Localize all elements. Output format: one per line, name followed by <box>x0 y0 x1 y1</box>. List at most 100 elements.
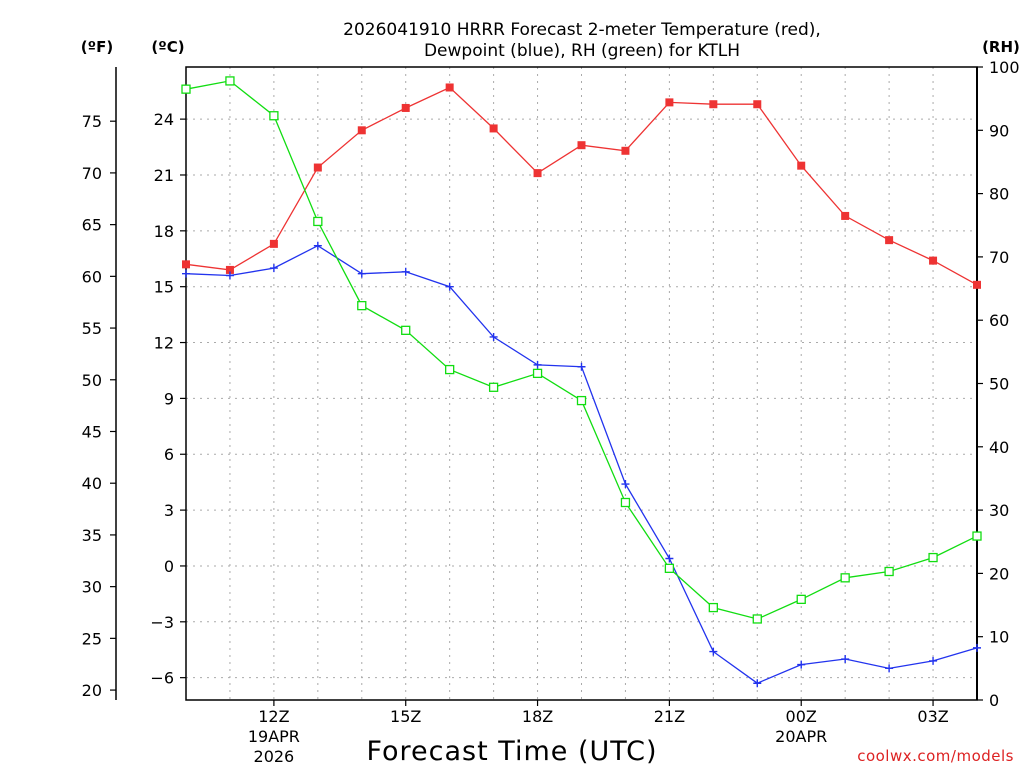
fahrenheit-tick-label: 65 <box>82 216 102 235</box>
dewpoint-point <box>621 480 630 489</box>
rh-point <box>708 602 718 613</box>
dewpoint-point <box>313 241 322 250</box>
fahrenheit-tick-label: 60 <box>82 267 102 286</box>
rh-point <box>357 300 367 311</box>
rh-point <box>225 76 235 86</box>
temperature-point <box>753 100 762 109</box>
celsius-tick-label: 21 <box>154 166 174 185</box>
dewpoint-point <box>973 643 981 652</box>
celsius-unit-label: (ºC) <box>151 38 184 56</box>
x-axis-label: Forecast Time (UTC) <box>366 736 657 767</box>
fahrenheit-tick-label: 45 <box>82 422 102 441</box>
fahrenheit-tick-label: 50 <box>82 371 102 390</box>
tick-labels: 75706560555045403530252024211815129630−3… <box>82 58 1020 766</box>
credit-text: coolwx.com/models <box>857 747 1014 765</box>
dewpoint-point <box>489 332 498 341</box>
temperature-point <box>973 280 981 289</box>
temperature-point <box>797 161 806 170</box>
x-tick-label: 18Z <box>522 707 553 726</box>
dewpoint-point <box>885 664 894 673</box>
rh-point <box>620 497 631 508</box>
celsius-tick-label: 24 <box>154 110 174 129</box>
temperature-point <box>929 256 938 265</box>
rh-point <box>532 368 543 379</box>
fahrenheit-tick-label: 35 <box>82 526 102 545</box>
fahrenheit-tick-label: 75 <box>82 112 102 131</box>
temperature-point <box>577 141 586 150</box>
rh-point <box>576 395 587 406</box>
fahrenheit-unit-label: (ºF) <box>81 38 113 56</box>
celsius-tick-label: −6 <box>150 669 174 688</box>
temperature-point <box>709 100 718 109</box>
dewpoint-point <box>225 271 234 280</box>
celsius-tick-label: 12 <box>154 334 174 353</box>
fahrenheit-tick-label: 40 <box>82 474 102 493</box>
rh-tick-label: 100 <box>989 58 1020 77</box>
x-tick-label: 03Z <box>917 707 948 726</box>
temperature-point <box>533 169 542 178</box>
celsius-tick-label: 9 <box>164 389 174 408</box>
rh-line <box>185 80 978 620</box>
rh-point <box>445 364 455 375</box>
rh-point <box>972 531 982 541</box>
x-tick-year-label: 2026 <box>254 747 295 766</box>
dewpoint-point <box>445 282 454 291</box>
temperature-point <box>665 98 674 107</box>
x-tick-date-label: 19APR <box>248 727 300 746</box>
celsius-tick-label: 15 <box>154 278 174 297</box>
x-tick-date-label: 20APR <box>775 727 827 746</box>
rh-point <box>313 216 323 227</box>
temperature-point <box>182 260 190 269</box>
dewpoint-point <box>577 362 586 371</box>
celsius-tick-label: 6 <box>164 445 174 464</box>
temperature-point <box>401 103 410 112</box>
rh-point <box>884 566 894 577</box>
x-tick-label: 12Z <box>258 707 289 726</box>
temperature-point <box>445 83 454 92</box>
chart-title-line2: Dewpoint (blue), RH (green) for KTLH <box>424 41 740 61</box>
dewpoint-line <box>185 244 978 684</box>
fahrenheit-tick-label: 70 <box>82 164 102 183</box>
chart-title-line1: 2026041910 HRRR Forecast 2-meter Tempera… <box>343 20 821 40</box>
rh-point <box>269 111 279 121</box>
temperature-point <box>621 146 630 155</box>
rh-series <box>181 76 982 624</box>
rh-point <box>401 325 411 335</box>
rh-point <box>752 614 762 624</box>
dewpoint-point <box>709 647 718 656</box>
rh-point <box>928 552 938 563</box>
celsius-tick-label: −3 <box>150 613 174 632</box>
rh-point <box>488 382 499 392</box>
fahrenheit-tick-label: 55 <box>82 319 102 338</box>
rh-tick-label: 40 <box>989 438 1009 457</box>
fahrenheit-tick-label: 25 <box>82 629 102 648</box>
rh-tick-label: 60 <box>989 311 1009 330</box>
rh-tick-label: 20 <box>989 564 1009 583</box>
temperature-point <box>841 211 850 220</box>
rh-tick-label: 90 <box>989 121 1009 140</box>
rh-tick-label: 10 <box>989 628 1009 647</box>
dewpoint-point <box>269 264 278 273</box>
temperature-point <box>885 236 894 245</box>
rh-tick-label: 0 <box>989 691 999 710</box>
dewpoint-point <box>797 660 806 669</box>
dewpoint-point <box>357 269 366 278</box>
celsius-tick-label: 3 <box>164 501 174 520</box>
temperature-point <box>313 163 322 172</box>
dewpoint-point <box>929 656 938 665</box>
fahrenheit-tick-label: 20 <box>82 681 102 700</box>
rh-tick-label: 30 <box>989 501 1009 520</box>
x-tick-label: 21Z <box>654 707 685 726</box>
temperature-series <box>182 83 981 289</box>
x-tick-label: 15Z <box>390 707 421 726</box>
grid-lines <box>186 67 977 700</box>
rh-point <box>664 563 675 573</box>
dewpoint-point <box>182 269 190 278</box>
rh-point <box>840 573 850 583</box>
temperature-point <box>269 239 278 248</box>
rh-tick-label: 50 <box>989 375 1009 394</box>
dewpoint-point <box>665 554 674 563</box>
axes <box>110 66 983 706</box>
x-tick-label: 00Z <box>786 707 817 726</box>
